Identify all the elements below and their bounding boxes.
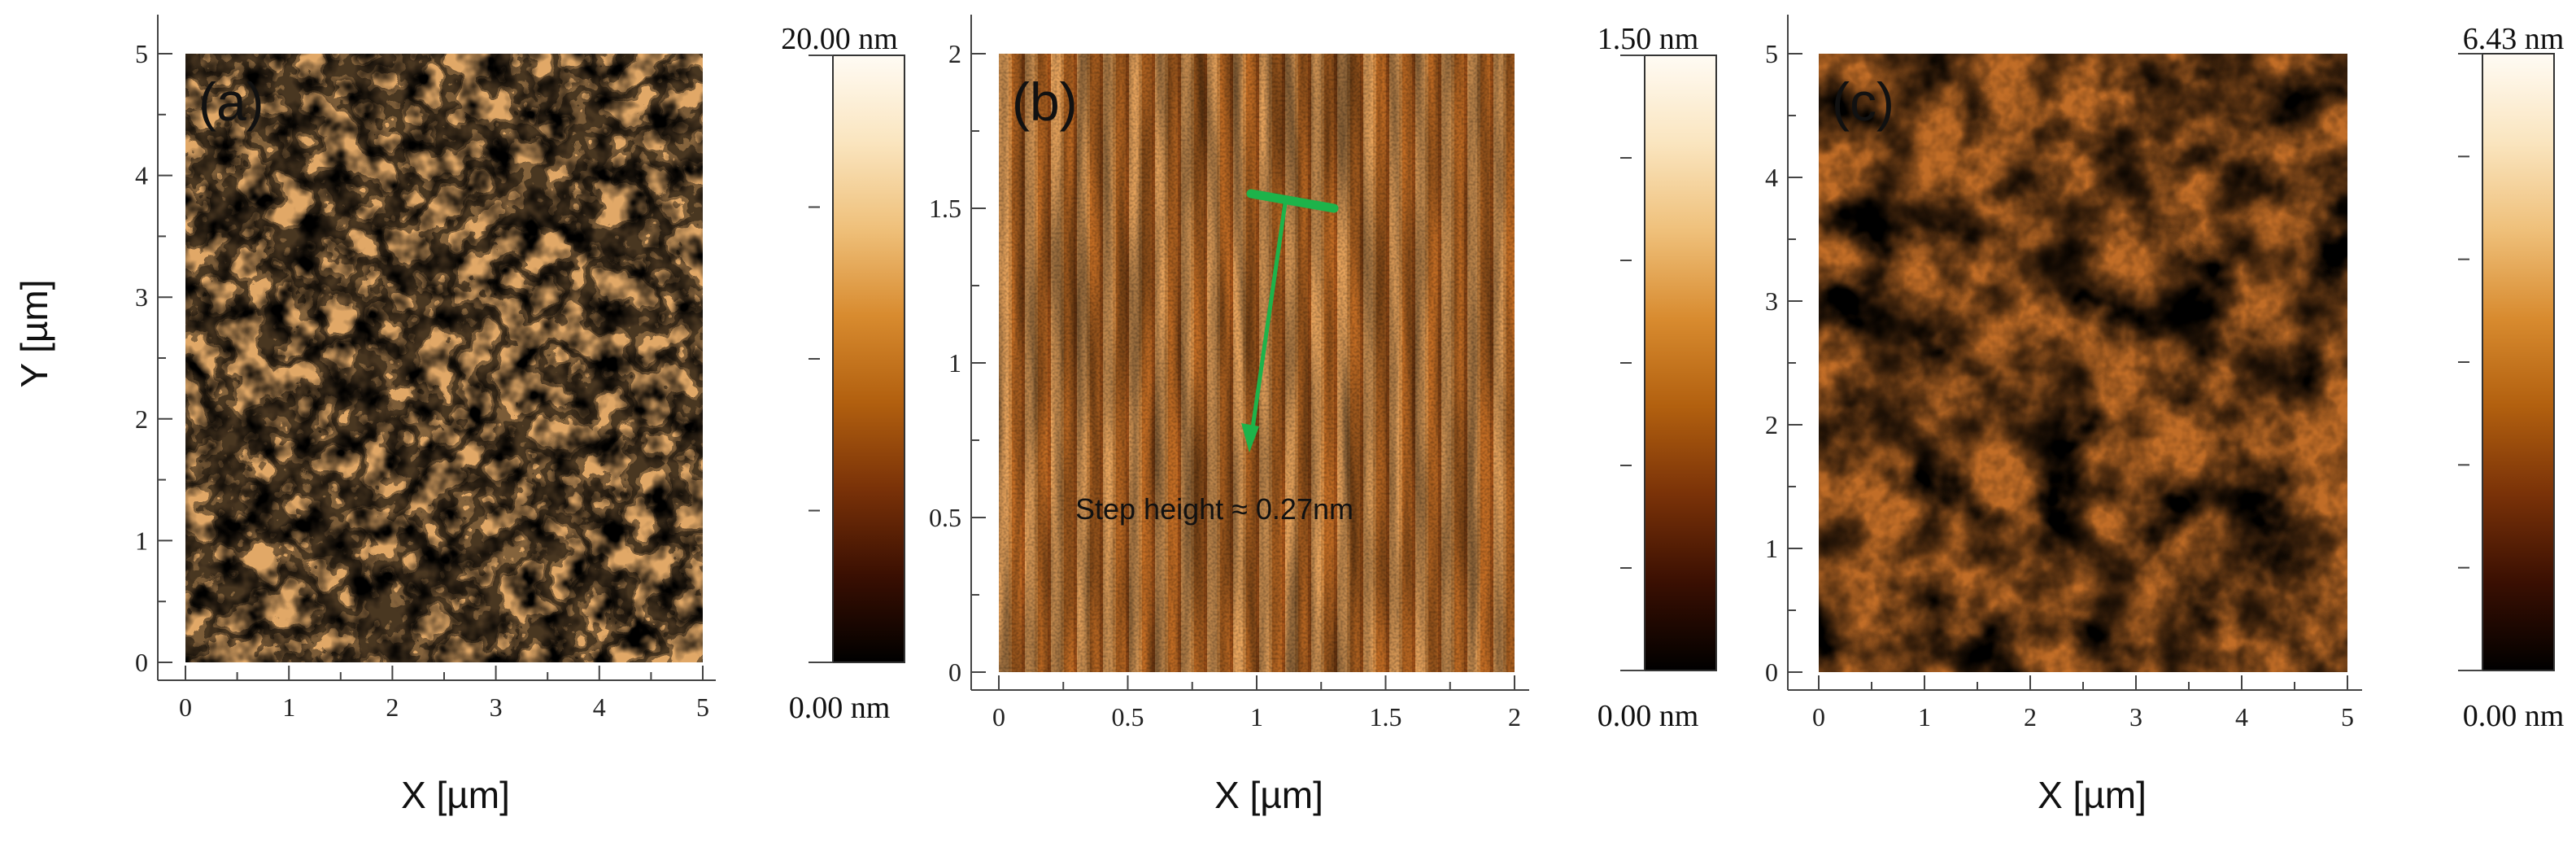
panel-c-colorbar-min: 0.00 nm	[2463, 699, 2565, 733]
panel-b-colorbar-gradient	[1644, 55, 1717, 671]
x-tick-label: 4	[593, 692, 606, 722]
panel-c-xlabel: X [µm]	[2038, 774, 2147, 816]
x-tick-label: 4	[2235, 702, 2248, 732]
panel-c-label: (c)	[1832, 72, 1894, 132]
panel-c-colorbar: 6.43 nm 0.00 nm	[2458, 22, 2564, 733]
panel-a-colorbar: 20.00 nm 0.00 nm	[781, 22, 905, 725]
panel-c-colorbar-ticks	[2458, 53, 2482, 671]
panel-a-image	[185, 54, 703, 662]
y-tick-label: 4	[135, 161, 148, 190]
panel-a-colorbar-min: 0.00 nm	[789, 691, 891, 725]
step-height-arrow-shaft	[1249, 203, 1288, 440]
x-tick-label: 0	[179, 692, 192, 722]
step-height-annotation: Step height ≈ 0.27nm	[1075, 492, 1353, 526]
y-tick-label: 0	[948, 657, 961, 687]
x-tick-label: 5	[696, 692, 709, 722]
panel-b-xlabel: X [µm]	[1214, 774, 1323, 816]
panel-a-axes: 0 1 2 3 4 5 0 1 2 3 4 5	[135, 15, 716, 722]
y-tick-label: 3	[1765, 286, 1778, 316]
panel-b-colorbar: 1.50 nm 0.00 nm	[1597, 22, 1717, 733]
panel-a-colorbar-gradient	[832, 55, 905, 663]
panel-b-axes: 0 0.5 1 1.5 2 0 0.5 1 1.5 2	[929, 15, 1529, 732]
step-height-marker	[1246, 189, 1339, 213]
x-tick-label: 2	[386, 692, 399, 722]
panel-b-colorbar-min: 0.00 nm	[1597, 699, 1699, 733]
y-tick-label: 1	[948, 348, 961, 378]
x-tick-label: 1	[1918, 702, 1931, 732]
y-tick-label: 0.5	[929, 503, 961, 532]
panel-b-colorbar-max: 1.50 nm	[1597, 22, 1699, 56]
panel-c-image	[1819, 54, 2347, 672]
x-tick-label: 1	[1250, 702, 1263, 732]
panel-a-colorbar-max: 20.00 nm	[781, 22, 898, 56]
y-tick-label: 2	[948, 39, 961, 68]
y-tick-label: 5	[135, 39, 148, 68]
y-tick-label: 0	[135, 648, 148, 677]
panel-b-label: (b)	[1012, 72, 1078, 132]
panel-b: (b) Step height ≈ 0.27nm 0 0.5 1 1.5 2 0 0.5 1 1…	[929, 15, 1529, 816]
y-tick-label: 3	[135, 282, 148, 312]
x-tick-label: 0.5	[1112, 702, 1144, 732]
x-tick-label: 2	[1508, 702, 1521, 732]
panel-a: (a) 0 1 2 3 4 5 0 1 2 3 4 5 X [µm]	[135, 15, 716, 816]
y-tick-label: 1	[135, 526, 148, 555]
x-tick-label: 1.5	[1370, 702, 1402, 732]
x-tick-label: 1	[282, 692, 295, 722]
step-height-arrowhead	[1241, 423, 1259, 452]
y-tick-label: 1	[1765, 534, 1778, 563]
x-tick-label: 0	[992, 702, 1005, 732]
panel-a-colorbar-ticks	[809, 55, 833, 663]
y-tick-label: 4	[1765, 163, 1778, 192]
y-tick-label: 0	[1765, 657, 1778, 687]
y-tick-label: 1.5	[929, 194, 961, 223]
y-tick-label: 5	[1765, 39, 1778, 68]
panel-c: (c) 0 1 2 3 4 5 0 1 2 3 4 5 X [µm]	[1765, 15, 2362, 816]
y-tick-label: 2	[135, 404, 148, 434]
panel-a-label: (a)	[198, 72, 264, 132]
step-height-arrow	[1241, 189, 1339, 452]
panel-b-image	[999, 54, 1515, 672]
x-tick-label: 3	[490, 692, 503, 722]
figure-ylabel: Y [µm]	[13, 279, 55, 387]
panel-c-colorbar-gradient	[2482, 53, 2555, 671]
panel-c-colorbar-max: 6.43 nm	[2463, 22, 2565, 56]
x-tick-label: 2	[2024, 702, 2037, 732]
panel-c-axes: 0 1 2 3 4 5 0 1 2 3 4 5	[1765, 15, 2362, 732]
x-tick-label: 5	[2341, 702, 2354, 732]
x-tick-label: 0	[1812, 702, 1825, 732]
panel-b-colorbar-ticks	[1620, 55, 1645, 671]
y-tick-label: 2	[1765, 410, 1778, 439]
x-tick-label: 3	[2129, 702, 2142, 732]
panel-a-xlabel: X [µm]	[401, 774, 510, 816]
